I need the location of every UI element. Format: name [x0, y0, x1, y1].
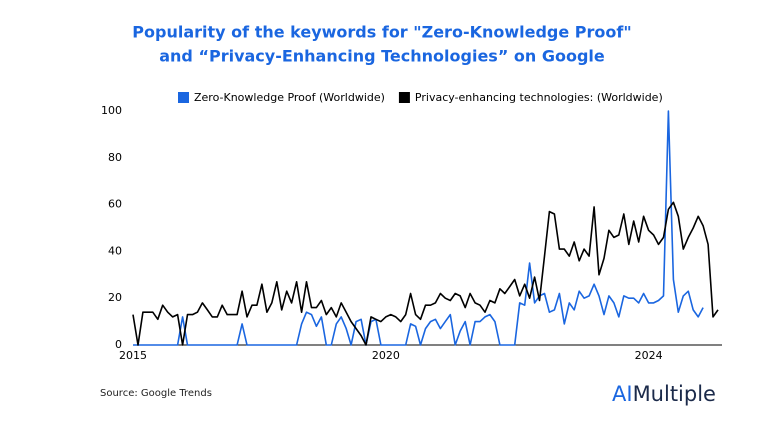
series-line: [133, 110, 704, 346]
y-tick-label: 20: [108, 291, 122, 304]
source: Source: Google Trends: [100, 388, 212, 399]
y-tick-label: 40: [108, 244, 122, 257]
y-tick-label: 100: [101, 104, 122, 117]
chart-title: and “Privacy-Enhancing Technologies” on …: [159, 47, 605, 66]
legend-label: Privacy-enhancing technologies: (Worldwi…: [415, 91, 663, 104]
legend-swatch: [398, 92, 410, 103]
legend-swatch: [178, 92, 189, 103]
x-tick-label: 2020: [372, 349, 400, 362]
x-tick-label: 2024: [635, 349, 663, 362]
legend-label: Zero-Knowledge Proof (Worldwide): [194, 91, 385, 104]
y-tick-label: 0: [115, 338, 122, 351]
logo-part: Multiple: [633, 382, 716, 406]
logo-part: AI: [612, 382, 633, 406]
y-tick-label: 80: [108, 151, 122, 164]
chart-title: Popularity of the keywords for "Zero-Kno…: [132, 23, 631, 42]
series-line: [132, 201, 719, 346]
x-tick-label: 2015: [119, 349, 147, 362]
logo: AIMultiple: [612, 382, 716, 406]
y-tick-label: 60: [108, 198, 122, 211]
